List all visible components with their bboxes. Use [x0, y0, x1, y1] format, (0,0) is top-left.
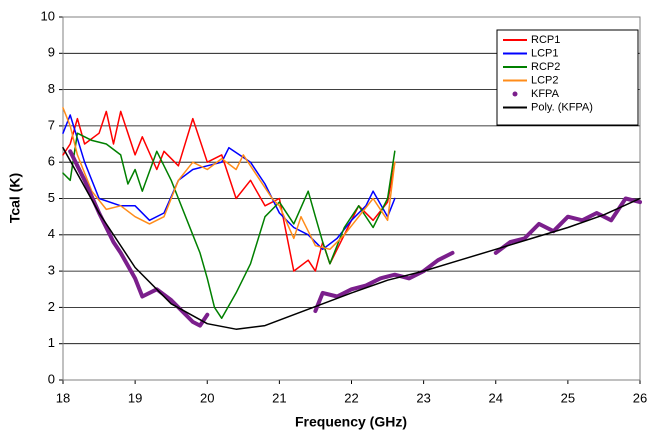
x-tick-label: 23: [416, 390, 430, 405]
legend-label: RCP1: [531, 34, 560, 46]
legend-marker: [512, 91, 518, 97]
series-line: [62, 132, 396, 320]
series-line: [62, 146, 641, 330]
x-tick-label: 18: [56, 390, 70, 405]
y-tick-label: 7: [48, 117, 55, 132]
x-tick-label: 20: [200, 390, 214, 405]
y-tick-label: 3: [48, 263, 55, 278]
y-tick-label: 0: [48, 371, 55, 386]
x-tick-label: 25: [561, 390, 575, 405]
x-tick-label: 21: [272, 390, 286, 405]
series-line: [62, 114, 396, 251]
x-tick-label: 19: [128, 390, 142, 405]
legend-box: [496, 29, 639, 126]
y-tick-label: 1: [48, 335, 55, 350]
y-tick-label: 9: [48, 45, 55, 60]
series-line: [62, 110, 396, 272]
x-tick-label: 26: [633, 390, 647, 405]
y-tick-label: 2: [48, 299, 55, 314]
legend-label: LCP1: [531, 47, 559, 59]
legend-label: LCP2: [531, 74, 559, 86]
x-tick-label: 24: [489, 390, 503, 405]
legend-label: KFPA: [531, 88, 560, 100]
x-tick-label: 22: [344, 390, 358, 405]
y-tick-label: 10: [41, 8, 55, 23]
series-line: [68, 149, 642, 328]
x-axis-title: Frequency (GHz): [295, 414, 407, 430]
y-tick-label: 5: [48, 190, 55, 205]
y-tick-label: 4: [48, 226, 55, 241]
series-line: [62, 107, 396, 251]
y-axis-title: Tcal (K): [7, 173, 23, 223]
legend-label: RCP2: [531, 61, 560, 73]
legend-label: Poly. (KFPA): [531, 101, 593, 113]
y-tick-label: 6: [48, 154, 55, 169]
y-tick-label: 8: [48, 81, 55, 96]
